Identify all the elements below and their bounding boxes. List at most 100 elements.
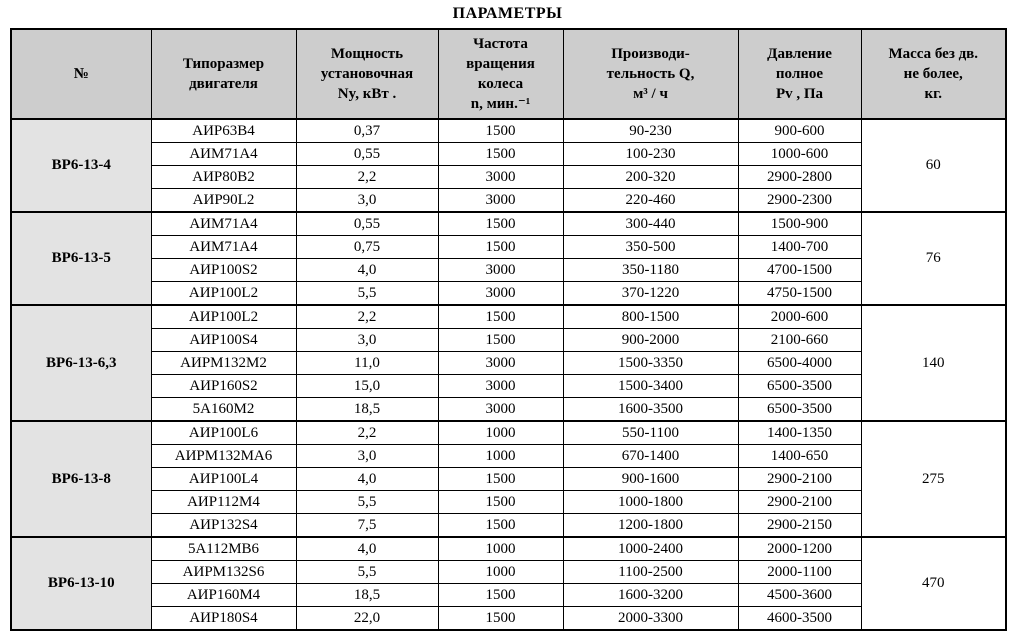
power-cell: 4,0 <box>295 467 439 491</box>
power-cell: 2,2 <box>295 420 439 445</box>
motor-type-cell: АИРМ132МА6 <box>150 444 297 468</box>
table-row: АИР80В2 2,2 3000 200-320 2900-2800 <box>11 165 1006 189</box>
rotation-frequency-cell: 1500 <box>437 513 564 538</box>
group-number: ВР6-13-5 <box>10 211 152 306</box>
mass-value: 140 <box>860 304 1007 422</box>
table-row: АИРМ132М2 11,0 3000 1500-3350 6500-4000 <box>11 351 1006 375</box>
pressure-cell: 1400-700 <box>737 235 862 259</box>
group-number: ВР6-13-10 <box>10 536 152 631</box>
motor-type-cell: АИР160М4 <box>150 583 297 607</box>
capacity-cell: 200-320 <box>562 165 739 189</box>
motor-type-cell: АИР63В4 <box>150 118 297 143</box>
pressure-cell: 1000-600 <box>737 142 862 166</box>
motor-type-cell: АИР160S2 <box>150 374 297 398</box>
capacity-cell: 1500-3350 <box>562 351 739 375</box>
table-body: ВР6-13-4 АИР63В4 0,37 1500 90-230 900-600 60 АИ… <box>10 118 1007 631</box>
motor-type-cell: 5А160М2 <box>150 397 297 422</box>
rotation-frequency-cell: 3000 <box>437 188 564 213</box>
power-cell: 18,5 <box>295 397 439 422</box>
rotation-frequency-cell: 3000 <box>437 165 564 189</box>
motor-type-cell: АИР132S4 <box>150 513 297 538</box>
table-row: АИР100S4 3,0 1500 900-2000 2100-660 <box>11 328 1006 352</box>
power-cell: 11,0 <box>295 351 439 375</box>
rotation-frequency-cell: 3000 <box>437 281 564 306</box>
motor-type-cell: АИР100S2 <box>150 258 297 282</box>
header-mass: Масса без дв. не более, кг. <box>860 28 1007 120</box>
header-row: № Типоразмер двигателя Мощность установо… <box>10 28 1007 120</box>
pressure-cell: 2100-660 <box>737 328 862 352</box>
header-rotation-frequency: Частота вращения колеса n, мин.⁻¹ <box>437 28 564 120</box>
motor-type-cell: АИР100L6 <box>150 420 297 445</box>
rotation-frequency-cell: 1500 <box>437 304 564 329</box>
power-cell: 22,0 <box>295 606 439 631</box>
pressure-cell: 900-600 <box>737 118 862 143</box>
rotation-frequency-cell: 1500 <box>437 211 564 236</box>
motor-type-cell: АИР112М4 <box>150 490 297 514</box>
capacity-cell: 1000-2400 <box>562 536 739 561</box>
power-cell: 0,55 <box>295 211 439 236</box>
rotation-frequency-cell: 1500 <box>437 328 564 352</box>
table-row: ВР6-13-4 АИР63В4 0,37 1500 90-230 900-600 60 <box>10 118 1007 213</box>
table-row: АИР160М4 18,5 1500 1600-3200 4500-3600 <box>11 583 1006 607</box>
pressure-cell: 6500-3500 <box>737 374 862 398</box>
rotation-frequency-cell: 3000 <box>437 374 564 398</box>
rotation-frequency-cell: 1500 <box>437 490 564 514</box>
rotation-frequency-cell: 1000 <box>437 420 564 445</box>
rotation-frequency-cell: 1000 <box>437 536 564 561</box>
motor-type-cell: АИР80В2 <box>150 165 297 189</box>
table-row: ВР6-13-6,3 АИР100L2 2,2 1500 800-1500 2000-60… <box>10 304 1007 422</box>
pressure-cell: 4700-1500 <box>737 258 862 282</box>
capacity-cell: 1600-3500 <box>562 397 739 422</box>
pressure-cell: 6500-3500 <box>737 397 862 422</box>
header-number: № <box>10 28 152 120</box>
rotation-frequency-cell: 1000 <box>437 444 564 468</box>
table-row: АИР112М4 5,5 1500 1000-1800 2900-2100 <box>11 490 1006 514</box>
motor-type-cell: АИР100S4 <box>150 328 297 352</box>
power-cell: 0,75 <box>295 235 439 259</box>
capacity-cell: 350-500 <box>562 235 739 259</box>
group-number: ВР6-13-8 <box>10 420 152 538</box>
rotation-frequency-cell: 1500 <box>437 142 564 166</box>
capacity-cell: 350-1180 <box>562 258 739 282</box>
header-motor-type: Типоразмер двигателя <box>150 28 297 120</box>
capacity-cell: 220-460 <box>562 188 739 213</box>
power-cell: 5,5 <box>295 281 439 306</box>
table-row: АИР100S2 4,0 3000 350-1180 4700-1500 <box>11 258 1006 282</box>
pressure-cell: 6500-4000 <box>737 351 862 375</box>
capacity-cell: 1100-2500 <box>562 560 739 584</box>
pressure-cell: 1500-900 <box>737 211 862 236</box>
power-cell: 4,0 <box>295 258 439 282</box>
motor-type-cell: АИРМ132S6 <box>150 560 297 584</box>
motor-type-cell: АИР100L2 <box>150 304 297 329</box>
mass-value: 76 <box>860 211 1007 306</box>
table-row: АИР180S4 22,0 1500 2000-3300 4600-3500 <box>11 606 1006 631</box>
capacity-cell: 300-440 <box>562 211 739 236</box>
capacity-cell: 2000-3300 <box>562 606 739 631</box>
table-row: 5А160М2 18,5 3000 1600-3500 6500-3500 <box>11 397 1006 422</box>
rotation-frequency-cell: 1500 <box>437 235 564 259</box>
table-row: ВР6-13-8 АИР100L6 2,2 1000 550-1100 1400-1350… <box>10 420 1007 538</box>
table-row: АИРМ132МА6 3,0 1000 670-1400 1400-650 <box>11 444 1006 468</box>
power-cell: 2,2 <box>295 304 439 329</box>
mass-value: 60 <box>860 118 1007 213</box>
power-cell: 3,0 <box>295 328 439 352</box>
table-header: № Типоразмер двигателя Мощность установо… <box>10 28 1007 120</box>
capacity-cell: 370-1220 <box>562 281 739 306</box>
pressure-cell: 4500-3600 <box>737 583 862 607</box>
rotation-frequency-cell: 1500 <box>437 606 564 631</box>
pressure-cell: 4750-1500 <box>737 281 862 306</box>
header-power: Мощность установочная Ny, кВт . <box>295 28 439 120</box>
header-capacity: Производи- тельность Q, м³ / ч <box>562 28 739 120</box>
mass-value: 275 <box>860 420 1007 538</box>
pressure-cell: 2900-2100 <box>737 490 862 514</box>
rotation-frequency-cell: 3000 <box>437 397 564 422</box>
power-cell: 5,5 <box>295 560 439 584</box>
motor-type-cell: АИМ71А4 <box>150 211 297 236</box>
power-cell: 3,0 <box>295 188 439 213</box>
capacity-cell: 1000-1800 <box>562 490 739 514</box>
motor-type-cell: АИР90L2 <box>150 188 297 213</box>
power-cell: 3,0 <box>295 444 439 468</box>
pressure-cell: 2900-2100 <box>737 467 862 491</box>
capacity-cell: 90-230 <box>562 118 739 143</box>
pressure-cell: 2000-600 <box>737 304 862 329</box>
